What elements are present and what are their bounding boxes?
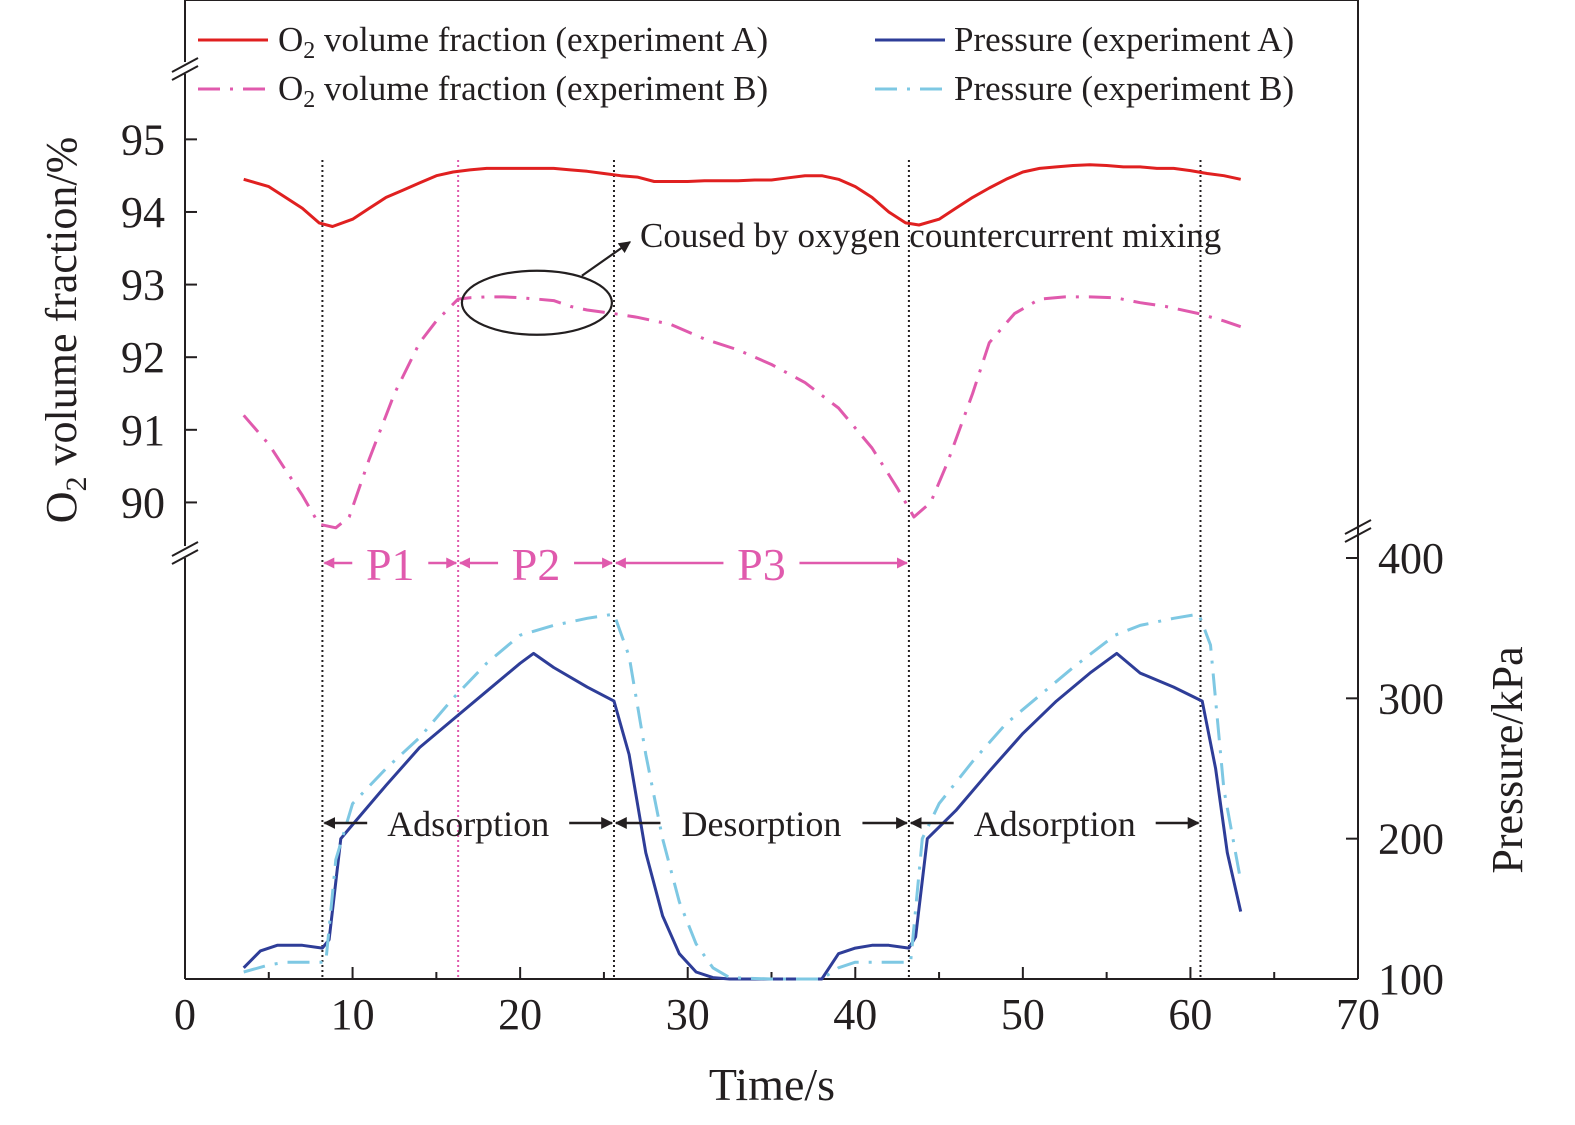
y-right-tick-label: 300 <box>1378 674 1444 723</box>
axis-break-mark <box>171 65 199 81</box>
stage-arrows: Adsorption Desorption Adsorption <box>323 804 1200 844</box>
y-left-tick-label: 92 <box>121 333 165 382</box>
legend-label-o2-b: O2 volume fraction (experiment B) <box>278 69 768 113</box>
x-tick-label: 60 <box>1168 990 1212 1039</box>
x-tick-label: 70 <box>1336 990 1380 1039</box>
plot-frame <box>171 0 1372 980</box>
stage-label: Desorption <box>681 804 841 844</box>
x-axis-label: Time/s <box>709 1059 835 1110</box>
stage-label: Adsorption <box>974 804 1136 844</box>
x-tick-label: 30 <box>666 990 710 1039</box>
x-tick-label: 50 <box>1001 990 1045 1039</box>
phase-label: P1 <box>366 539 415 590</box>
y-right-axis-ticks: 100 200 300 400 <box>1346 534 1444 1004</box>
annotation: Coused by oxygen countercurrent mixing <box>460 216 1221 336</box>
x-tick-label: 40 <box>833 990 877 1039</box>
x-axis-ticks: 0 10 20 30 40 50 60 70 <box>174 967 1380 1039</box>
series-layer <box>242 163 1243 981</box>
legend-item: O2 volume fraction (experiment A) <box>198 20 768 64</box>
x-tick-label: 20 <box>498 990 542 1039</box>
axis-break-mark <box>171 57 199 73</box>
y-right-tick-label: 100 <box>1378 955 1444 1004</box>
annotation-arrow <box>581 241 631 277</box>
y-right-tick-label: 200 <box>1378 815 1444 864</box>
y-left-tick-label: 95 <box>121 115 165 164</box>
y-left-tick-label: 91 <box>121 406 165 455</box>
y-right-axis-label: Pressure/kPa <box>1483 646 1532 873</box>
y-left-axis-ticks: 90 91 92 93 94 95 <box>121 115 197 527</box>
series-line-1 <box>243 163 1242 228</box>
right-axis-break-mark <box>1344 527 1372 543</box>
legend-label-o2-a: O2 volume fraction (experiment A) <box>278 20 768 64</box>
y-left-axis-label: O2 volume fraction/% <box>37 137 93 523</box>
annotation-text: Coused by oxygen countercurrent mixing <box>640 216 1221 255</box>
legend-label-pressure-a: Pressure (experiment A) <box>954 20 1294 59</box>
phase-arrows: P1 P2 P3 <box>323 539 909 590</box>
right-axis-break-mark <box>1344 519 1372 535</box>
annotation-ellipse <box>460 269 614 336</box>
y-left-tick-label: 90 <box>121 478 165 527</box>
axis-break-mark <box>171 549 199 565</box>
phase-boundary-lines <box>321 160 1202 979</box>
phase-label: P3 <box>737 539 786 590</box>
stage-label: Adsorption <box>387 804 549 844</box>
series-line-3 <box>242 295 1242 530</box>
x-tick-label: 10 <box>331 990 375 1039</box>
legend-item: Pressure (experiment B) <box>875 69 1294 108</box>
legend-item: O2 volume fraction (experiment B) <box>198 69 768 113</box>
y-right-tick-label: 400 <box>1378 534 1444 583</box>
x-tick-label: 0 <box>174 990 196 1039</box>
legend: O2 volume fraction (experiment A) Pressu… <box>198 20 1294 113</box>
legend-item: Pressure (experiment A) <box>875 20 1294 59</box>
series-line-2 <box>242 651 1243 981</box>
y-left-tick-label: 94 <box>121 188 165 237</box>
axis-break-mark <box>171 541 199 557</box>
legend-label-pressure-b: Pressure (experiment B) <box>954 69 1294 108</box>
series-line-4 <box>243 612 1243 981</box>
phase-label: P2 <box>512 539 561 590</box>
y-left-tick-label: 93 <box>121 261 165 310</box>
